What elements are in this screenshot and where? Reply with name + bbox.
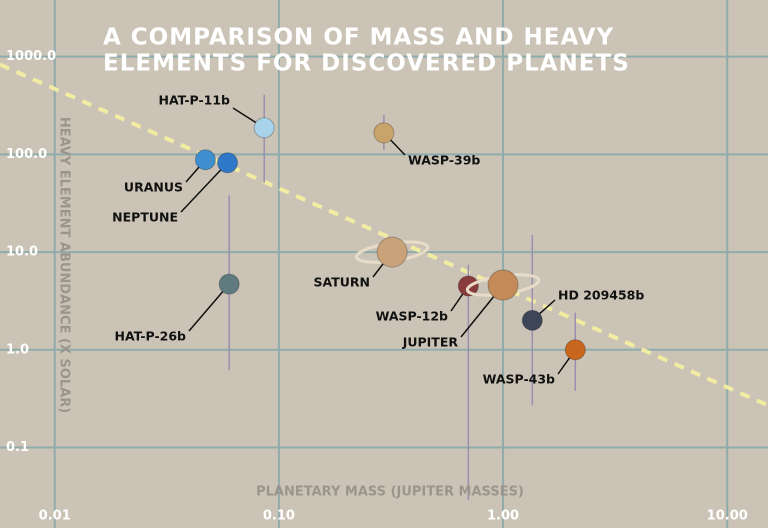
y-tick-label: 0.1 xyxy=(6,440,29,455)
x-tick-label: 0.01 xyxy=(39,509,71,524)
y-tick-label: 100.0 xyxy=(6,147,47,162)
planet xyxy=(521,309,543,331)
y-tick-label: 1.0 xyxy=(6,342,29,357)
planet xyxy=(564,339,586,361)
chart-title: A COMPARISON OF MASS AND HEAVY xyxy=(103,25,614,51)
chart-title: ELEMENTS FOR DISCOVERED PLANETS xyxy=(103,51,630,77)
planet-label: WASP-39b xyxy=(408,153,480,168)
planet-label: URANUS xyxy=(124,180,183,195)
y-axis-label: HEAVY ELEMENT ABUNDANCE (X SOLAR) xyxy=(57,117,72,413)
y-tick-label: 1000.0 xyxy=(6,49,56,64)
x-tick-label: 0.10 xyxy=(263,509,295,524)
planet-label: WASP-12b xyxy=(376,309,448,324)
leader-line xyxy=(180,162,229,213)
trend-line xyxy=(0,62,768,408)
x-tick-label: 10.00 xyxy=(707,509,748,524)
planet-label: NEPTUNE xyxy=(112,210,178,225)
planet-label: JUPITER xyxy=(402,335,459,350)
planet-label: HAT-P-11b xyxy=(158,93,230,108)
planet xyxy=(218,273,240,295)
y-tick-label: 10.0 xyxy=(6,245,38,260)
leader-line xyxy=(188,283,230,332)
x-tick-label: 1.00 xyxy=(487,509,519,524)
planet xyxy=(376,236,408,268)
x-axis-label: PLANETARY MASS (JUPITER MASSES) xyxy=(256,485,524,500)
marks xyxy=(0,62,768,501)
planet-label: HAT-P-26b xyxy=(114,329,186,344)
planet xyxy=(487,269,519,301)
planet xyxy=(253,117,275,139)
planet-label: SATURN xyxy=(314,275,370,290)
planet xyxy=(217,152,239,174)
planet xyxy=(373,122,395,144)
planet-label: HD 209458b xyxy=(558,288,644,303)
planet xyxy=(194,149,216,171)
planet-label: WASP-43b xyxy=(483,372,555,387)
